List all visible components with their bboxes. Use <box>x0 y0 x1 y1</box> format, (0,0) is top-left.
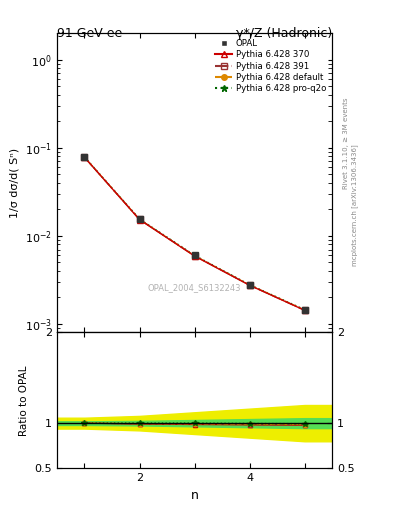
Y-axis label: 1/σ dσ/d( Sⁿ): 1/σ dσ/d( Sⁿ) <box>9 148 20 218</box>
Text: OPAL_2004_S6132243: OPAL_2004_S6132243 <box>148 283 241 292</box>
X-axis label: n: n <box>191 489 198 502</box>
Text: mcplots.cern.ch [arXiv:1306.3436]: mcplots.cern.ch [arXiv:1306.3436] <box>352 144 358 266</box>
Text: Rivet 3.1.10, ≥ 3M events: Rivet 3.1.10, ≥ 3M events <box>343 98 349 189</box>
Text: γ*/Z (Hadronic): γ*/Z (Hadronic) <box>236 27 332 39</box>
Legend: OPAL, Pythia 6.428 370, Pythia 6.428 391, Pythia 6.428 default, Pythia 6.428 pro: OPAL, Pythia 6.428 370, Pythia 6.428 391… <box>213 37 328 95</box>
Text: 91 GeV ee: 91 GeV ee <box>57 27 122 39</box>
Y-axis label: Ratio to OPAL: Ratio to OPAL <box>19 365 29 436</box>
